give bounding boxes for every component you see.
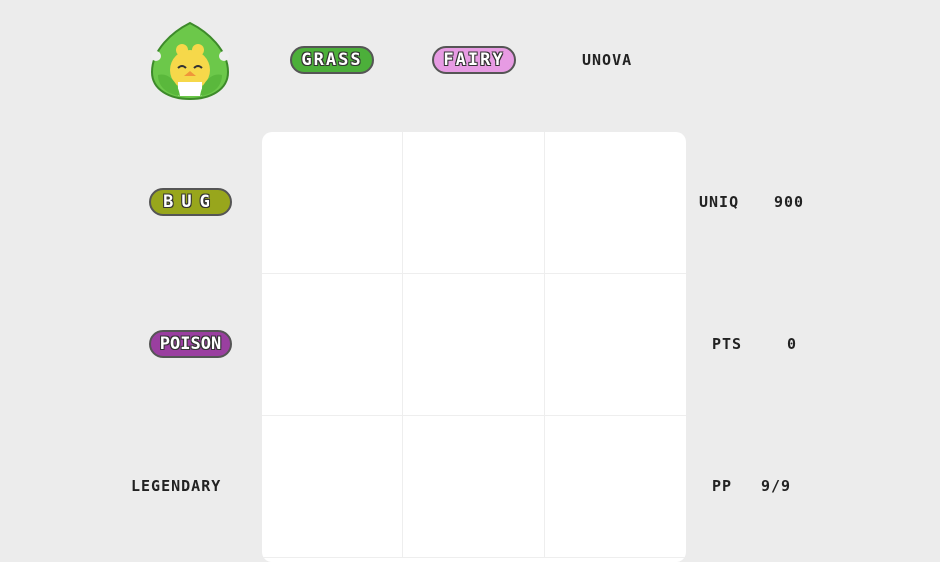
grid-cell-r2c3[interactable] bbox=[544, 274, 686, 416]
row-header-poison: POISON bbox=[149, 330, 232, 358]
row-header-legendary: LEGENDARY bbox=[131, 477, 222, 495]
pts-value: 0 bbox=[787, 335, 798, 353]
pp-value: 9/9 bbox=[761, 477, 792, 495]
column-header-unova: UNOVA bbox=[582, 51, 633, 69]
grid-cell-r3c2[interactable] bbox=[403, 416, 545, 558]
grid-cell-r1c3[interactable] bbox=[544, 132, 686, 274]
pp-label: PP bbox=[712, 477, 733, 495]
column-header-grass: GRASS bbox=[290, 46, 374, 74]
uniq-value: 900 bbox=[774, 193, 805, 211]
row-header-bug: BUG bbox=[149, 188, 232, 216]
column-header-fairy: FAIRY bbox=[432, 46, 516, 74]
grid-cell-r3c1[interactable] bbox=[262, 416, 404, 558]
answer-grid bbox=[262, 132, 686, 562]
grid-cell-r1c2[interactable] bbox=[403, 132, 545, 274]
uniq-label: UNIQ bbox=[699, 193, 740, 211]
pts-label: PTS bbox=[712, 335, 743, 353]
grid-cell-r1c1[interactable] bbox=[262, 132, 404, 274]
grid-cell-r2c1[interactable] bbox=[262, 274, 404, 416]
grid-cell-r3c3[interactable] bbox=[544, 416, 686, 558]
grid-cell-r2c2[interactable] bbox=[403, 274, 545, 416]
logo-mascot-icon bbox=[148, 20, 232, 102]
